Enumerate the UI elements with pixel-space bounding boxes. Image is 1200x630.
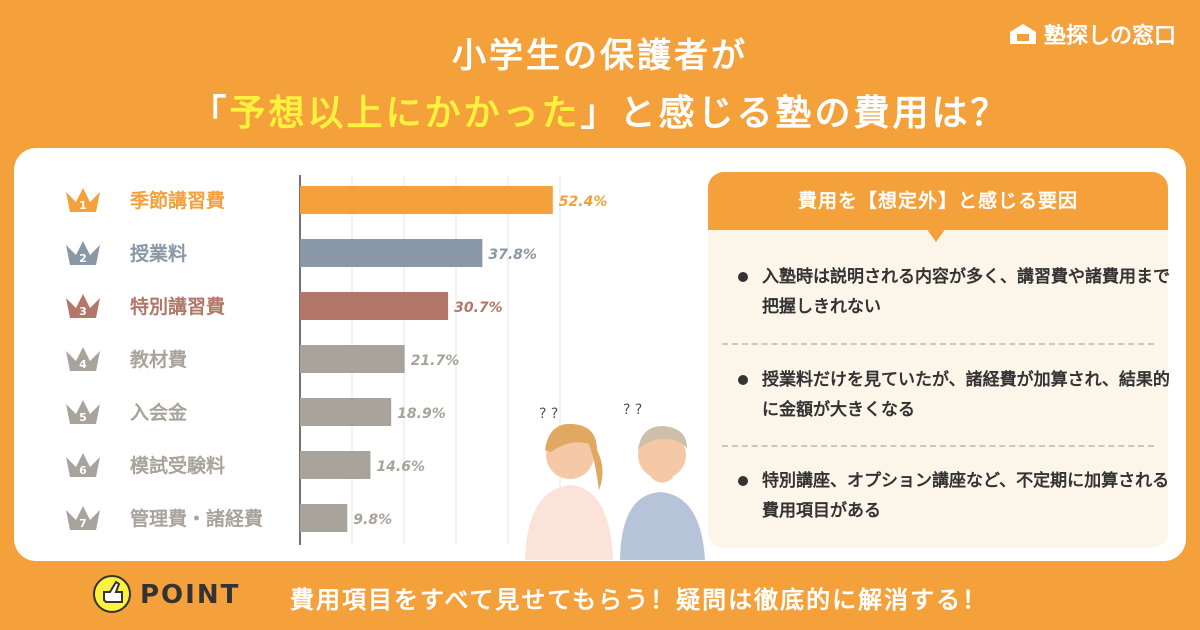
bar — [300, 398, 392, 426]
point-badge: POINT — [140, 580, 241, 610]
question-mark-icon: ? ? — [623, 402, 642, 418]
value-label: 18.9% — [397, 406, 446, 422]
title-bracket-open: 「 — [190, 93, 230, 134]
reasons-heading-tail — [926, 228, 946, 242]
crown-icon — [66, 294, 100, 318]
category-label: 管理費・諸経費 — [130, 507, 263, 530]
logo-text: 塾探しの窓口 — [1043, 24, 1176, 49]
reason-item: 入塾時は説明される内容が多く、講習費や諸費用まで把握しきれない — [738, 262, 1172, 322]
value-label: 30.7% — [454, 300, 503, 316]
value-label: 14.6% — [376, 459, 425, 475]
value-label: 52.4% — [559, 194, 608, 210]
pointing-hand-icon — [93, 575, 131, 613]
category-label: 模試受験料 — [130, 454, 225, 477]
value-label: 9.8% — [353, 512, 392, 528]
crown-icon — [66, 453, 100, 477]
divider — [722, 343, 1154, 345]
category-label: 教材費 — [130, 348, 187, 371]
bar — [300, 292, 449, 320]
thinking-parents-illustration: ? ? ? ? — [525, 402, 705, 560]
category-label: 特別講習費 — [130, 295, 225, 318]
reason-item: 授業料だけを見ていたが、諸経費が加算され、結果的に金額が大きくなる — [738, 365, 1172, 425]
title-highlight: 予想以上にかかった — [229, 93, 581, 134]
crown-icon — [66, 241, 100, 265]
crown-icon — [66, 400, 100, 424]
bar — [300, 451, 371, 479]
value-label: 21.7% — [411, 353, 460, 369]
category-label: 入会金 — [130, 401, 188, 424]
category-label: 季節講習費 — [130, 189, 225, 212]
title-line-2: 「予想以上にかかった」と感じる塾の費用は？ — [0, 84, 1200, 136]
rank-number: 1 — [79, 199, 87, 212]
reasons-heading: 費用を【想定外】と感じる要因 — [708, 172, 1168, 230]
crown-icon — [66, 347, 100, 371]
reason-item: 特別講座、オプション講座など、不定期に加算される費用項目がある — [738, 466, 1172, 526]
crown-icon — [66, 506, 100, 530]
rank-number: 3 — [79, 305, 87, 318]
rank-number: 4 — [79, 358, 87, 371]
question-mark-icon: ? ? — [539, 406, 558, 422]
divider — [722, 445, 1154, 447]
rank-number: 5 — [79, 411, 87, 424]
category-label: 授業料 — [130, 242, 187, 265]
title-rest: 」と感じる塾の費用は？ — [580, 93, 1010, 134]
bar — [300, 504, 348, 532]
rank-number: 7 — [79, 517, 87, 530]
logo: 塾探しの窓口 — [1008, 18, 1176, 50]
value-label: 37.8% — [488, 247, 537, 263]
rank-number: 2 — [79, 252, 87, 265]
crown-icon — [66, 188, 100, 212]
house-icon — [1009, 24, 1036, 44]
bar — [300, 239, 483, 267]
title-line-1: 小学生の保護者が — [452, 36, 748, 76]
point-text: 費用項目をすべて見せてもらう！疑問は徹底的に解消する！ — [290, 586, 989, 614]
rank-number: 6 — [79, 464, 87, 477]
bar — [300, 186, 553, 214]
bar — [300, 345, 405, 373]
